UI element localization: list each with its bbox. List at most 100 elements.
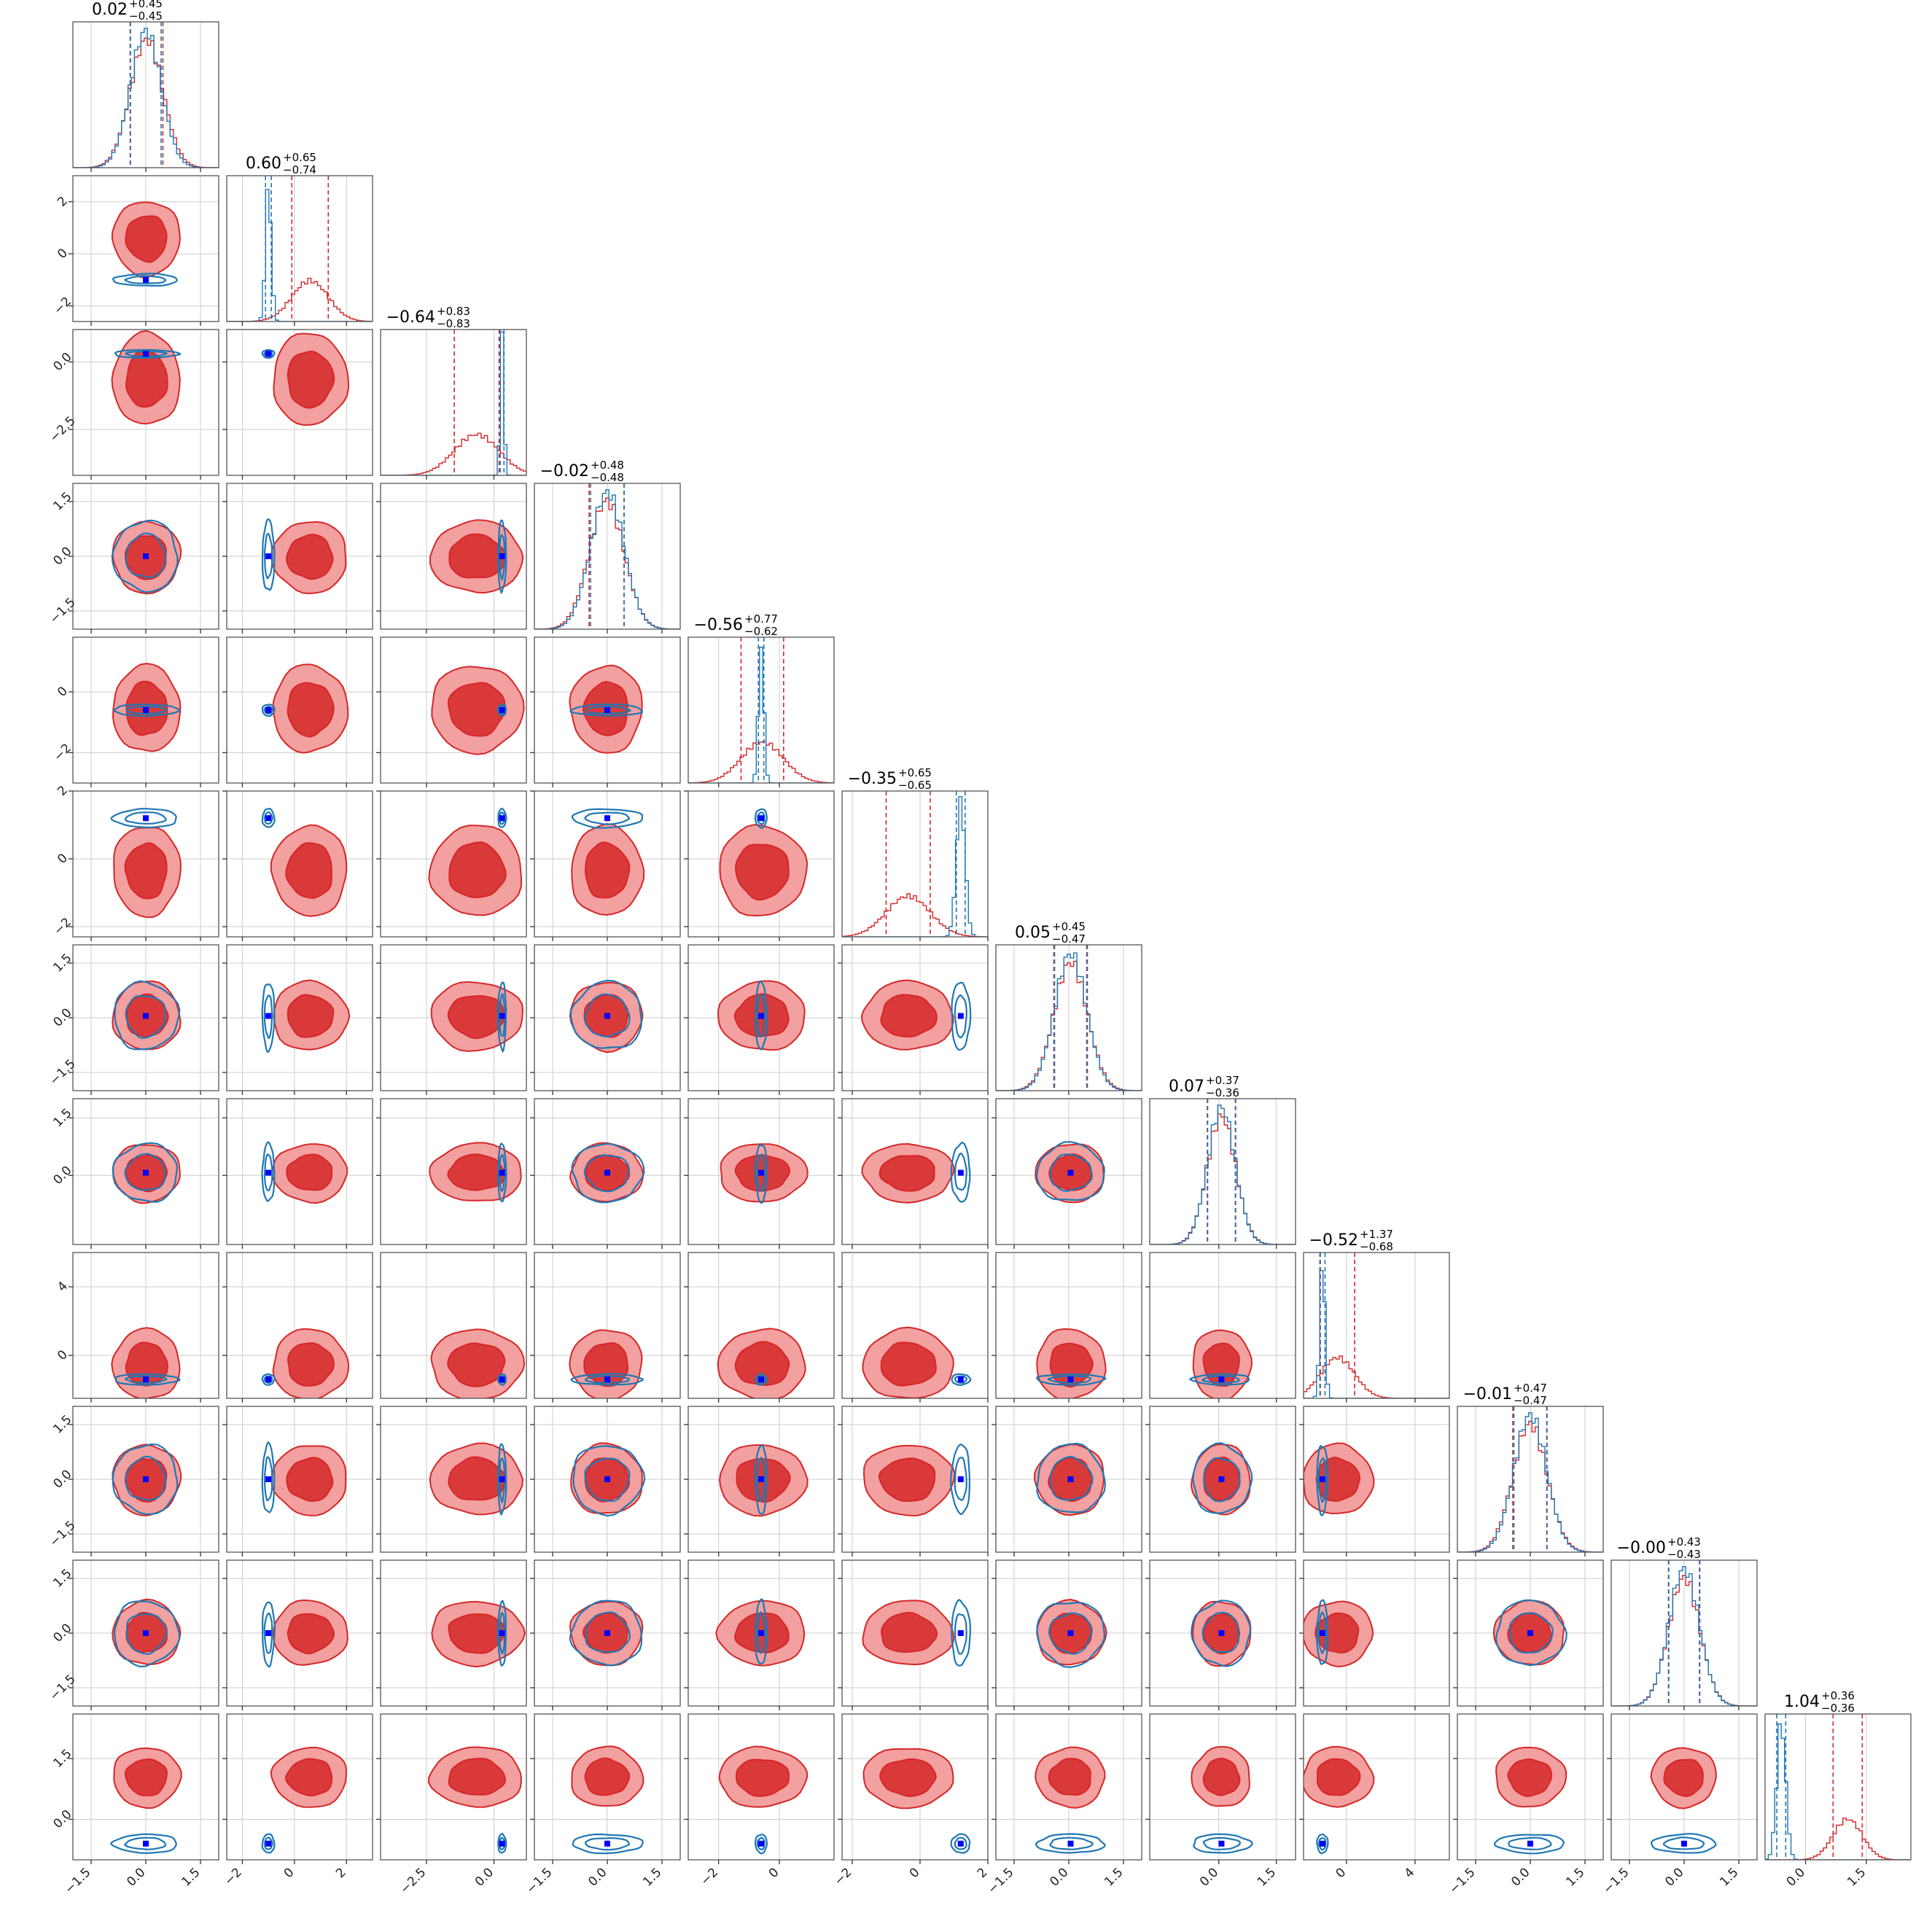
panel-content [534, 637, 680, 783]
contour-panel-10-3 [530, 1559, 681, 1710]
parameter-title-value: 0.05 [1015, 924, 1051, 942]
contour-panel-9-4 [684, 1406, 835, 1557]
truth-marker [143, 1169, 149, 1176]
blue-contour-inner [124, 1153, 166, 1191]
y-tick-label: 0.0 [50, 544, 74, 568]
contour-panel-11-7: 0.0 1.5 [1145, 1713, 1296, 1890]
red-contour-inner [448, 841, 507, 899]
truth-marker [957, 1476, 964, 1482]
panel-content [227, 791, 373, 937]
truth-marker [265, 553, 272, 559]
y-tick-label: 0.0 [50, 1467, 74, 1491]
blue-contour-inner [584, 1457, 631, 1503]
contour-panel-8-4 [684, 1252, 835, 1403]
y-tick-label: 0 [55, 246, 71, 262]
contour-panel-7-2 [376, 1098, 527, 1249]
truth-marker [957, 1840, 964, 1847]
red-contour-inner [879, 1758, 937, 1797]
blue-contour-outer [1191, 1600, 1252, 1667]
blue-histogram [1611, 1566, 1757, 1706]
panel-content [688, 945, 834, 1091]
red-contour-inner [447, 682, 506, 737]
contour-panel-5-0: −2 0 2 [51, 783, 219, 941]
contour-panel-9-6 [992, 1406, 1142, 1557]
contour-panel-9-5 [838, 1406, 989, 1557]
truth-marker [604, 1376, 610, 1383]
blue-histogram [996, 952, 1142, 1091]
truth-marker [143, 815, 149, 822]
parameter-title-value: −0.64 [386, 308, 435, 327]
panel-frame [841, 1098, 989, 1245]
x-tick-label: 0 [281, 1865, 297, 1881]
red-contour-inner [879, 1155, 935, 1192]
x-tick-label: 0 [1333, 1865, 1349, 1881]
contour-panel-8-1 [222, 1252, 373, 1403]
parameter-title-minus: −0.36 [1821, 1702, 1855, 1715]
blue-contour-outer [497, 1142, 507, 1203]
truth-marker [758, 1476, 764, 1482]
parameter-title-value: −0.52 [1309, 1231, 1358, 1250]
panel-content [1457, 1560, 1603, 1706]
blue-contour-inner [263, 1612, 273, 1654]
contour-panel-7-0: 0.0 1.5 [50, 1098, 219, 1249]
truth-marker [265, 1630, 272, 1636]
histogram-panel-10: −0.00 +0.43−0.43 [1610, 1535, 1758, 1710]
blue-contour-outer [112, 1142, 179, 1203]
blue-contour-inner [1201, 1611, 1240, 1654]
panel-content [1150, 1253, 1296, 1398]
panel-content [73, 945, 219, 1091]
blue-contour-inner [584, 811, 631, 825]
contour-panel-9-1 [222, 1406, 373, 1557]
blue-contour-outer [754, 1444, 768, 1515]
blue-contour-inner [1508, 1612, 1554, 1654]
panel-content [842, 1253, 988, 1398]
truth-marker [265, 1840, 272, 1847]
contour-panel-8-2 [376, 1252, 527, 1403]
blue-contour-outer [261, 1141, 276, 1202]
panel-frame [380, 1252, 527, 1399]
y-tick-label: 1.5 [50, 951, 74, 975]
blue-contour-outer [1192, 1442, 1253, 1514]
blue-contour-inner [125, 1613, 168, 1655]
histogram-panel-11: 1.04 +0.36−0.36 0.0 1.5 [1764, 1689, 1912, 1890]
contour-panel-10-8 [1299, 1559, 1450, 1710]
y-tick-label: −2 [51, 295, 74, 318]
blue-contour-outer [111, 519, 179, 593]
blue-contour-inner [954, 1613, 967, 1655]
truth-marker [1681, 1840, 1687, 1847]
contour-panel-2-0: −2.50.0 [47, 329, 219, 480]
blue-contour-outer [950, 1833, 971, 1854]
blue-contour-inner [954, 1152, 967, 1191]
panel-content [534, 791, 680, 937]
contour-panel-11-2: −2.5 0.0 [376, 1713, 527, 1897]
y-tick-label: 0.0 [50, 1005, 74, 1029]
panel-content [227, 483, 373, 629]
parameter-title-plus: +0.45 [1052, 920, 1086, 933]
y-tick-label: 1.5 [50, 1412, 74, 1436]
blue-contour-inner [954, 1836, 967, 1850]
blue-contour-outer [950, 1141, 971, 1203]
panel-content [73, 330, 219, 475]
blue-contour-inner [263, 1153, 273, 1192]
blue-contour-inner [756, 811, 766, 825]
red-contour-inner [1048, 1758, 1091, 1796]
contour-panel-4-0: −2 0 [51, 636, 219, 787]
blue-contour-outer [1193, 1833, 1253, 1854]
blue-contour-outer [261, 983, 276, 1053]
blue-contour-inner [1049, 1455, 1094, 1501]
truth-marker [604, 1840, 610, 1847]
contour-panel-10-9 [1453, 1559, 1604, 1710]
blue-contour-inner [585, 705, 631, 714]
blue-contour-outer [1035, 1373, 1107, 1386]
red-contour-inner [287, 350, 335, 409]
truth-marker [1067, 1630, 1074, 1636]
blue-contour-outer [951, 1598, 972, 1667]
contour-panel-11-10: −1.5 0.0 1.5 [1600, 1713, 1758, 1897]
blue-contour-outer [754, 1834, 768, 1855]
blue-histogram [381, 331, 526, 475]
red-contour-inner [447, 1153, 506, 1191]
blue-contour-outer [1495, 1599, 1567, 1667]
truth-marker [265, 1013, 272, 1019]
y-tick-label: 1.5 [50, 489, 74, 513]
red-contour-inner [448, 1757, 507, 1796]
